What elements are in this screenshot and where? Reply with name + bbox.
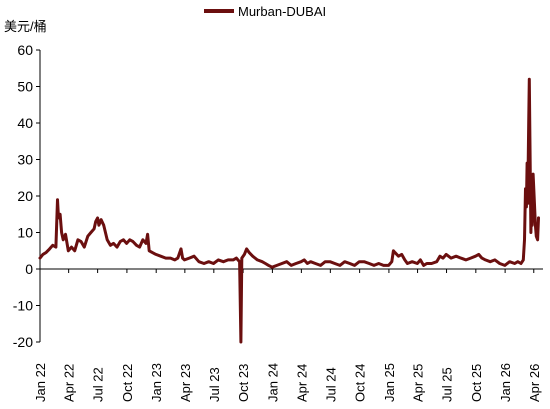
y-tick-label: -20 xyxy=(13,334,33,350)
x-tick-label: Oct 22 xyxy=(120,364,135,402)
legend-label: Murban-DUBAI xyxy=(238,4,326,19)
x-tick-label: Oct 23 xyxy=(236,364,251,402)
y-axis-label: 美元/桶 xyxy=(4,19,47,34)
x-tick-label: Jan 26 xyxy=(498,363,513,402)
y-tick-label: 30 xyxy=(17,152,33,168)
y-tick-label: -10 xyxy=(13,298,33,314)
x-tick-label: Jan 23 xyxy=(149,363,164,402)
y-tick-label: 60 xyxy=(17,42,33,58)
x-tick-label: Apr 24 xyxy=(294,364,309,402)
y-tick-label: 40 xyxy=(17,115,33,131)
x-tick-label: Jan 24 xyxy=(265,363,280,402)
x-tick-label: Apr 23 xyxy=(178,364,193,402)
x-tick-label: Jul 24 xyxy=(323,367,338,402)
y-tick-label: 50 xyxy=(17,79,33,95)
x-tick-label: Jul 22 xyxy=(91,367,106,402)
x-tick-label: Oct 25 xyxy=(469,364,484,402)
x-tick-label: Jul 23 xyxy=(207,367,222,402)
plot-area xyxy=(38,77,540,344)
y-axis: -20 -10 0 10 20 30 40 50 60 xyxy=(13,42,41,350)
x-tick-label: Jul 25 xyxy=(440,367,455,402)
x-tick-label: Jan 22 xyxy=(33,363,48,402)
x-tick-label: Oct 24 xyxy=(353,364,368,402)
x-tick-label: Apr 22 xyxy=(62,364,77,402)
series-line xyxy=(38,77,540,344)
y-tick-label: 10 xyxy=(17,225,33,241)
y-tick-label: 20 xyxy=(17,188,33,204)
y-tick-label: 0 xyxy=(25,261,33,277)
x-axis: Jan 22 Apr 22 Jul 22 Oct 22 Jan 23 Apr 23 Jul … xyxy=(33,268,543,402)
x-tick-label: Apr 25 xyxy=(411,364,426,402)
legend: Murban-DUBAI xyxy=(204,4,326,19)
x-tick-label: Apr 26 xyxy=(527,364,542,402)
x-tick-label: Jan 25 xyxy=(382,363,397,402)
